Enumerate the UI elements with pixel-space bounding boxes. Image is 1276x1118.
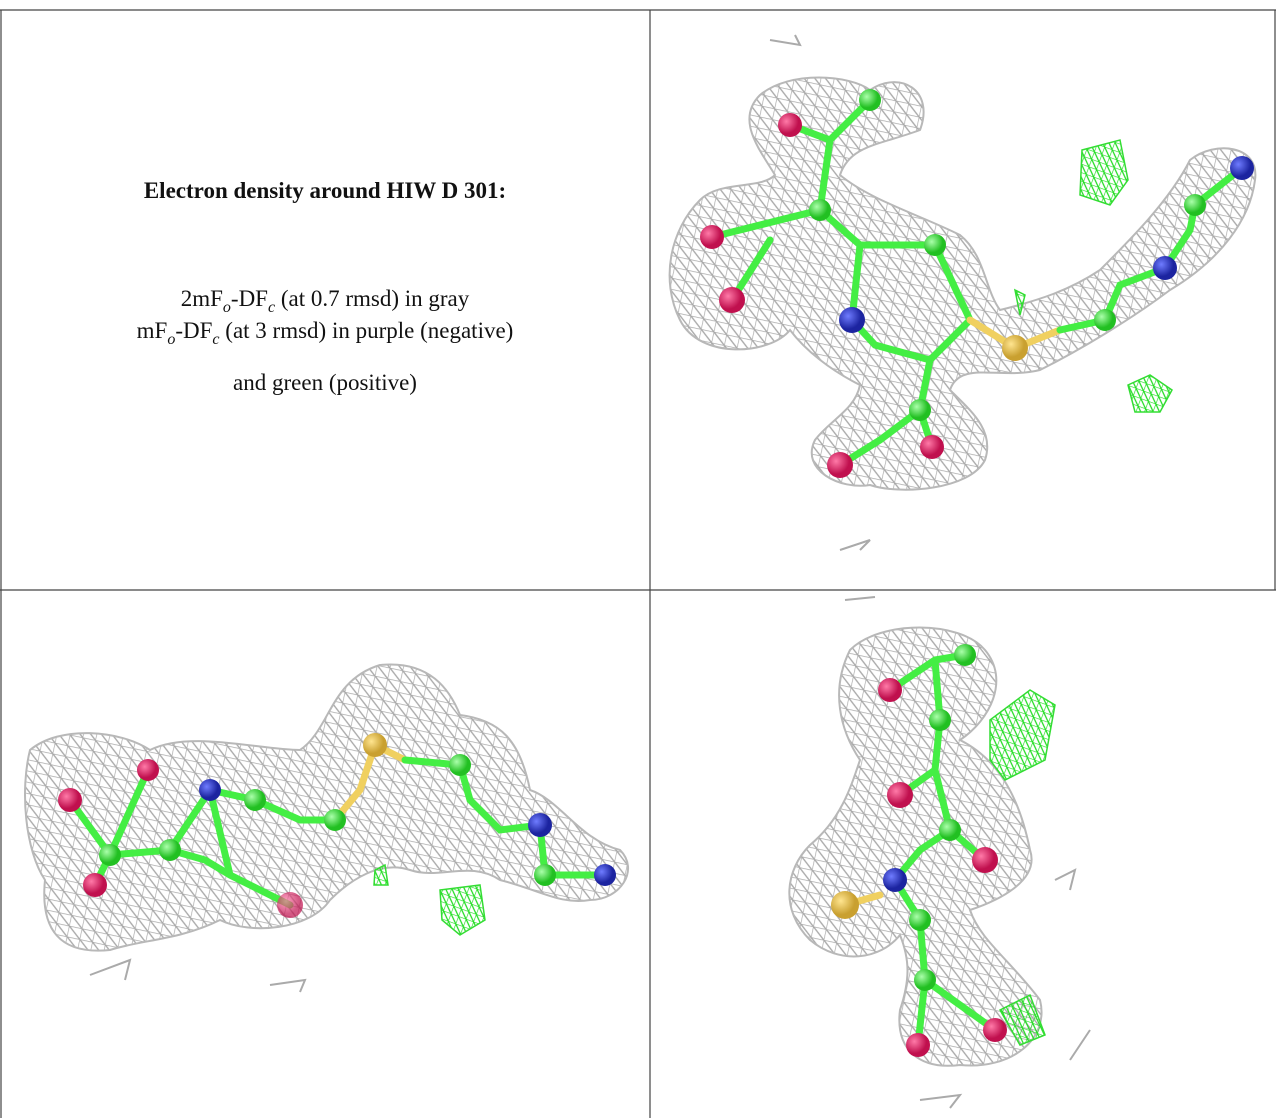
subscript: c	[268, 299, 275, 316]
atom	[778, 113, 802, 137]
atom	[809, 199, 831, 221]
atom	[1153, 256, 1177, 280]
atom	[159, 839, 181, 861]
subscript: o	[223, 299, 231, 316]
atom	[929, 709, 951, 731]
atom	[883, 868, 907, 892]
atom	[983, 1018, 1007, 1042]
legend-line: mFo-DFc (at 3 rmsd) in purple (negative)	[137, 318, 514, 348]
atom	[914, 969, 936, 991]
atom	[939, 819, 961, 841]
figure: Electron density around HIW D 301: 2mFo-…	[0, 0, 1276, 1118]
atom	[700, 225, 724, 249]
gray-mesh	[670, 78, 1256, 490]
atom	[906, 1033, 930, 1057]
atom	[534, 864, 556, 886]
green-mesh	[1128, 375, 1172, 412]
page: Electron density around HIW D 301: 2mFo-…	[0, 0, 1276, 1118]
subscript: c	[212, 331, 219, 348]
atom	[199, 779, 221, 801]
atom	[1002, 335, 1028, 361]
legend-line: 2mFo-DFc (at 0.7 rmsd) in gray	[181, 286, 470, 316]
density-view-2	[25, 664, 628, 992]
text: mF	[137, 318, 168, 343]
atom	[528, 813, 552, 837]
atom	[449, 754, 471, 776]
atom	[920, 435, 944, 459]
atom	[719, 287, 745, 313]
atom	[1184, 194, 1206, 216]
caption-title: Electron density around HIW D 301:	[144, 178, 506, 203]
atom	[99, 844, 121, 866]
text: 2mF	[181, 286, 223, 311]
atom	[1230, 156, 1254, 180]
subscript: o	[167, 331, 175, 348]
atom	[363, 733, 387, 757]
green-mesh	[440, 885, 485, 935]
atom	[324, 809, 346, 831]
atom	[924, 234, 946, 256]
atom	[594, 864, 616, 886]
green-mesh	[1080, 140, 1128, 205]
atom	[909, 909, 931, 931]
text: (at 0.7 rmsd) in gray	[275, 286, 470, 311]
text: -DF	[175, 318, 212, 343]
atom	[83, 873, 107, 897]
mesh-fragment	[90, 960, 305, 992]
atom	[887, 782, 913, 808]
atom	[909, 399, 931, 421]
atom	[137, 759, 159, 781]
atom	[827, 452, 853, 478]
atom	[839, 307, 865, 333]
atom	[954, 644, 976, 666]
atom	[859, 89, 881, 111]
atom	[878, 678, 902, 702]
atom	[831, 891, 859, 919]
density-view-1	[670, 35, 1256, 550]
density-view-3	[789, 597, 1090, 1108]
atom	[58, 788, 82, 812]
atom	[1094, 309, 1116, 331]
atom	[277, 892, 303, 918]
legend-line: and green (positive)	[233, 370, 417, 395]
text: (at 3 rmsd) in purple (negative)	[220, 318, 514, 343]
gray-mesh	[25, 664, 628, 950]
atom	[972, 847, 998, 873]
text: -DF	[231, 286, 268, 311]
green-mesh	[990, 690, 1055, 780]
atom	[244, 789, 266, 811]
gray-mesh	[789, 628, 1041, 1066]
